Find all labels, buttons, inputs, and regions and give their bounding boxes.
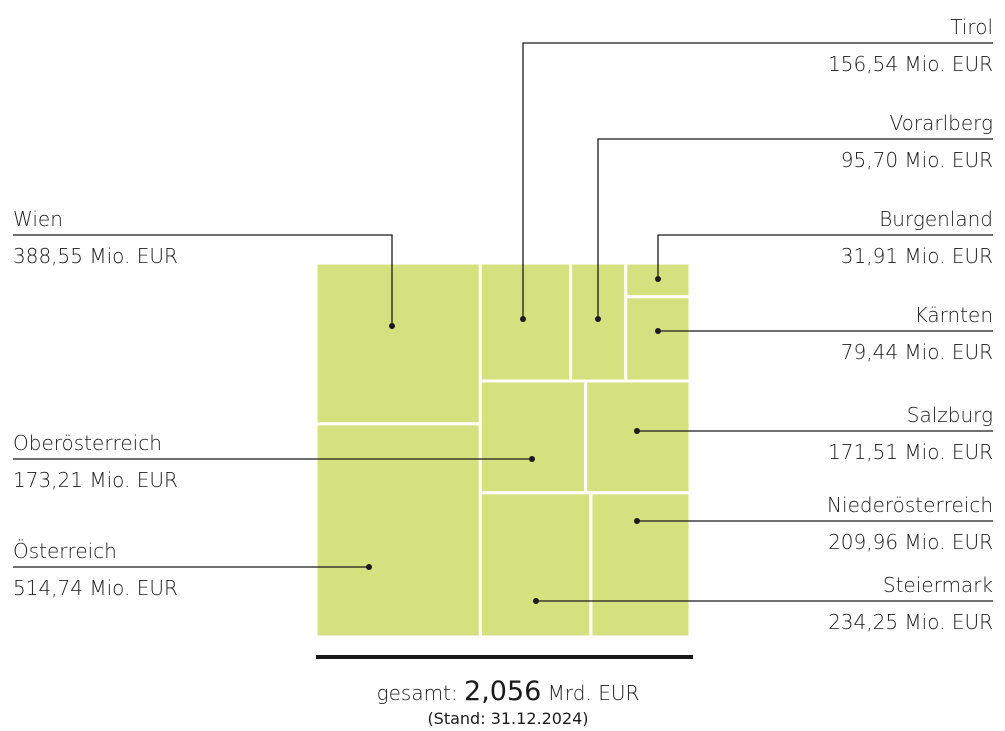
label-value-tirol: 156,54 Mio. EUR: [828, 52, 993, 76]
tile-kärnten: [624, 295, 692, 383]
label-name-tirol: Tirol: [950, 15, 993, 39]
leader-wien: [13, 234, 393, 326]
treemap-tiles: [314, 261, 692, 639]
total-note: (Stand: 31.12.2024): [427, 709, 588, 728]
leader-dot-oberösterreich: [529, 456, 535, 462]
leader-lines: [13, 42, 993, 604]
label-name-oberösterreich: Oberösterreich: [13, 431, 162, 455]
label-value-wien: 388,55 Mio. EUR: [13, 244, 178, 268]
tile-oberösterreich: [478, 379, 588, 495]
total-text: gesamt: 2,056 Mrd. EUR: [377, 676, 640, 707]
leader-dot-vorarlberg: [595, 316, 601, 322]
leader-vorarlberg: [597, 138, 993, 319]
label-name-vorarlberg: Vorarlberg: [890, 111, 994, 135]
tile-steiermark: [478, 491, 593, 639]
tile-wien: [314, 261, 482, 426]
leader-dot-tirol: [520, 316, 526, 322]
leader-dot-niederösterreich: [634, 518, 640, 524]
label-name-burgenland: Burgenland: [879, 207, 993, 231]
label-name-österreich: Österreich: [13, 539, 117, 563]
label-value-burgenland: 31,91 Mio. EUR: [841, 244, 993, 268]
total-suffix: Mrd. EUR: [541, 681, 639, 705]
leader-dot-burgenland: [655, 276, 661, 282]
label-value-vorarlberg: 95,70 Mio. EUR: [841, 148, 993, 172]
label-value-österreich: 514,74 Mio. EUR: [13, 576, 178, 600]
tile-österreich: [314, 422, 482, 639]
leader-dot-salzburg: [634, 428, 640, 434]
tile-tirol: [478, 261, 573, 383]
label-value-niederösterreich: 209,96 Mio. EUR: [828, 530, 993, 554]
label-name-salzburg: Salzburg: [907, 403, 993, 427]
leader-dot-österreich: [366, 564, 372, 570]
label-value-salzburg: 171,51 Mio. EUR: [828, 440, 993, 464]
label-name-steiermark: Steiermark: [883, 573, 993, 597]
label-name-niederösterreich: Niederösterreich: [827, 493, 993, 517]
total-prefix: gesamt:: [377, 681, 464, 705]
leader-burgenland: [657, 234, 993, 279]
label-name-wien: Wien: [13, 207, 63, 231]
label-value-oberösterreich: 173,21 Mio. EUR: [13, 468, 178, 492]
total-value: 2,056: [464, 676, 541, 707]
leader-dot-wien: [389, 323, 395, 329]
leader-dot-kärnten: [655, 328, 661, 334]
label-value-kärnten: 79,44 Mio. EUR: [841, 340, 993, 364]
tile-salzburg: [584, 379, 692, 495]
tile-labels: Österreich 514,74 Mio. EUR Wien 388,55 Mio.…: [13, 15, 993, 634]
leader-tirol: [522, 42, 993, 319]
label-value-steiermark: 234,25 Mio. EUR: [828, 610, 993, 634]
tile-niederösterreich: [589, 491, 692, 639]
leader-dot-steiermark: [533, 598, 539, 604]
label-name-kärnten: Kärnten: [915, 303, 993, 327]
